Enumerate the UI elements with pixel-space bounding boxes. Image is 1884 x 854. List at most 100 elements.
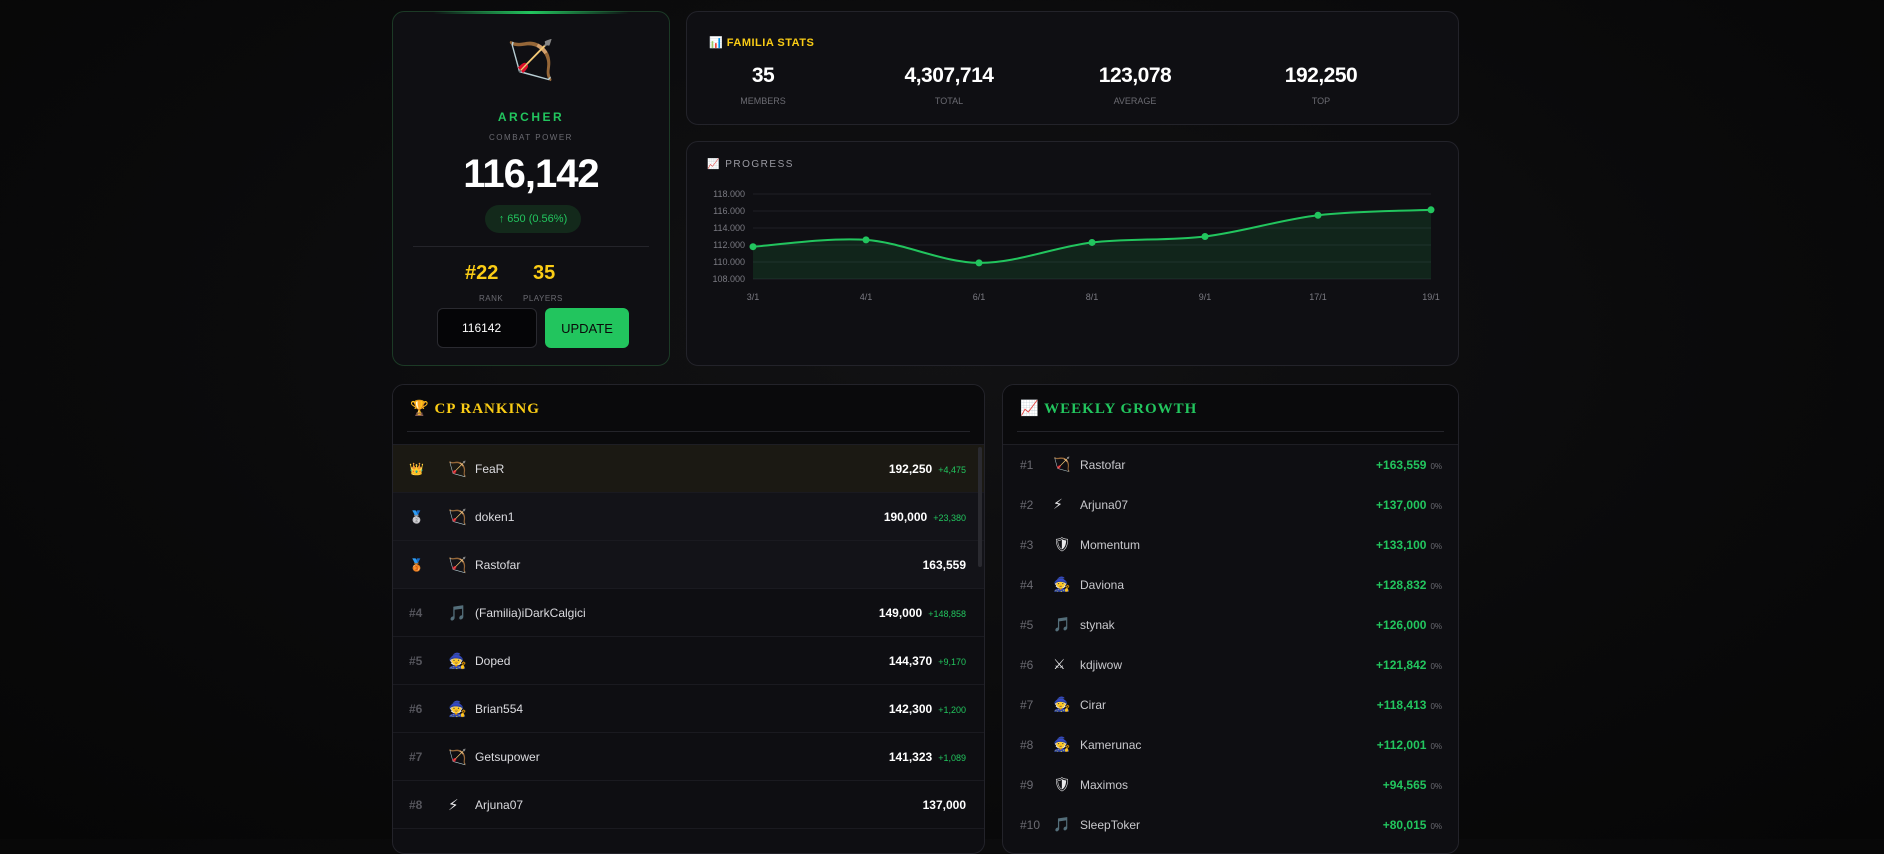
weekly-row[interactable]: #9 🛡 Maximos +94,565 0%	[1003, 765, 1458, 805]
class-name: ARCHER	[497, 110, 565, 124]
bow-and-arrow-icon: 🏹	[448, 508, 467, 526]
bow-and-arrow-icon: 🏹	[1053, 457, 1071, 473]
combat-power-label: COMBAT POWER	[489, 133, 573, 142]
rank-position: #1	[1020, 458, 1034, 472]
music-note-icon: 🎵	[1053, 817, 1071, 833]
player-name: Arjuna07	[475, 798, 524, 812]
lightning-icon: ⚡	[448, 796, 459, 814]
weekly-row[interactable]: #6 ⚔ kdjiwow +121,842 0%	[1003, 645, 1458, 685]
weekly-percent: 0%	[1430, 462, 1442, 471]
player-name: Getsupower	[475, 750, 540, 764]
chart-increasing-icon: 📈	[1020, 399, 1040, 417]
rank-position: #6	[1020, 658, 1034, 672]
player-name: Kamerunac	[1080, 738, 1142, 752]
player-name: (Familia)iDarkCalgici	[475, 606, 586, 620]
ranking-row[interactable]: #6 🧙 Brian554 142,300 +1,200	[393, 685, 984, 733]
weekly-row[interactable]: #3 🛡 Momentum +133,100 0%	[1003, 525, 1458, 565]
weekly-row[interactable]: #10 🎵 SleepToker +80,015 0%	[1003, 805, 1458, 845]
x-tick-label: 17/1	[1309, 292, 1327, 302]
stat-total: 4,307,714 TOTAL	[859, 64, 1039, 106]
player-gain: +23,380	[933, 513, 966, 523]
player-cp: 137,000	[922, 798, 966, 812]
mage-icon: 🧙	[448, 652, 467, 670]
section-title: PROGRESS	[725, 159, 794, 170]
rank-position: #4	[1020, 578, 1034, 592]
weekly-row[interactable]: #5 🎵 stynak +126,000 0%	[1003, 605, 1458, 645]
cp-input[interactable]	[437, 308, 537, 348]
weekly-percent: 0%	[1430, 582, 1442, 591]
familia-stats-card: 📊 FAMILIA STATS 35 MEMBERS 4,307,714 TOTAL…	[686, 11, 1459, 125]
player-cp: 149,000	[878, 606, 923, 620]
data-point[interactable]	[1314, 211, 1322, 219]
player-name: SleepToker	[1080, 818, 1141, 832]
data-point[interactable]	[975, 259, 983, 267]
data-point[interactable]	[1427, 206, 1435, 214]
stat-label: TOTAL	[934, 96, 964, 106]
cp-ranking-panel: 🏆 CP RANKING 👑 🏹 FeaR 192,250 +4,475 🥈 🏹 d…	[392, 384, 985, 854]
x-tick-label: 19/1	[1422, 292, 1440, 302]
crossed-swords-icon: ⚔	[1053, 657, 1066, 673]
weekly-row[interactable]: #4 🧙 Daviona +128,832 0%	[1003, 565, 1458, 605]
weekly-row[interactable]: #1 🏹 Rastofar +163,559 0%	[1003, 445, 1458, 485]
ranking-row[interactable]: #4 🎵 (Familia)iDarkCalgici 149,000 +148,8…	[393, 589, 984, 637]
rank-position: #6	[409, 702, 423, 716]
data-point[interactable]	[862, 236, 870, 244]
ranking-row[interactable]: #7 🏹 Getsupower 141,323 +1,089	[393, 733, 984, 781]
bow-and-arrow-icon: 🏹	[507, 38, 555, 82]
cp-change-badge: ↑ 650 (0.56%)	[485, 205, 581, 233]
weekly-gain: +128,832	[1376, 578, 1427, 592]
rank-position: #4	[409, 606, 423, 620]
weekly-row[interactable]: #2 ⚡ Arjuna07 +137,000 0%	[1003, 485, 1458, 525]
player-cp: 141,323	[888, 750, 933, 764]
player-name: Rastofar	[1080, 458, 1126, 472]
player-name: Arjuna07	[1080, 498, 1129, 512]
player-cp: 142,300	[888, 702, 933, 716]
x-tick-label: 3/1	[747, 292, 760, 302]
player-name: doken1	[475, 510, 515, 524]
rank-position: #9	[1020, 778, 1034, 792]
stat-value: 4,307,714	[904, 64, 994, 87]
weekly-row[interactable]: #7 🧙 Cirar +118,413 0%	[1003, 685, 1458, 725]
player-gain: +1,200	[938, 705, 966, 715]
scrollbar[interactable]	[978, 447, 982, 567]
shield-icon: 🛡	[1053, 777, 1071, 793]
players-value: 35	[533, 262, 556, 284]
weekly-gain: +133,100	[1376, 538, 1427, 552]
x-tick-label: 8/1	[1086, 292, 1099, 302]
rank-position: #5	[409, 654, 423, 668]
stat-value: 35	[751, 64, 775, 87]
rank-position: #10	[1020, 818, 1041, 832]
ranking-row[interactable]: 👑 🏹 FeaR 192,250 +4,475	[393, 445, 984, 493]
player-cp: 144,370	[888, 654, 933, 668]
player-card: 🏹 ARCHER COMBAT POWER 116,142 ↑ 650 (0.5…	[392, 11, 670, 366]
mage-icon: 🧙	[1053, 737, 1071, 753]
y-tick-label: 112.000	[713, 240, 745, 250]
player-gain: +9,170	[938, 657, 966, 667]
panel-title: WEEKLY GROWTH	[1044, 401, 1198, 417]
weekly-growth-panel: 📈 WEEKLY GROWTH #1 🏹 Rastofar +163,559 0%…	[1002, 384, 1459, 854]
y-tick-label: 108.000	[712, 274, 745, 284]
weekly-gain: +80,015	[1382, 818, 1427, 832]
player-name: Doped	[475, 654, 511, 668]
bow-and-arrow-icon: 🏹	[448, 556, 467, 574]
rank-position: #2	[1020, 498, 1034, 512]
stat-top: 192,250 TOP	[1231, 64, 1411, 106]
weekly-row[interactable]: #8 🧙 Kamerunac +112,001 0%	[1003, 725, 1458, 765]
ranking-row[interactable]: 🥉 🏹 Rastofar 163,559	[393, 541, 984, 589]
player-gain: +148,858	[928, 609, 966, 619]
weekly-gain: +163,559	[1376, 458, 1427, 472]
ranking-row[interactable]: #5 🧙 Doped 144,370 +9,170	[393, 637, 984, 685]
update-button[interactable]: UPDATE	[545, 308, 629, 348]
x-tick-label: 6/1	[973, 292, 986, 302]
divider	[413, 246, 649, 247]
data-point[interactable]	[749, 243, 757, 251]
chart-increasing-icon: 📈	[707, 159, 721, 170]
ranking-row[interactable]: 🥈 🏹 doken1 190,000 +23,380	[393, 493, 984, 541]
ranking-row[interactable]: #8 ⚡ Arjuna07 137,000	[393, 781, 984, 829]
player-name: Cirar	[1080, 698, 1106, 712]
data-point[interactable]	[1201, 233, 1209, 240]
x-tick-label: 9/1	[1199, 292, 1212, 302]
progress-chart: 108.000 110.000 112.000 114.000 116.000 118.0…	[712, 189, 1440, 302]
weekly-percent: 0%	[1430, 822, 1442, 831]
data-point[interactable]	[1088, 238, 1096, 246]
